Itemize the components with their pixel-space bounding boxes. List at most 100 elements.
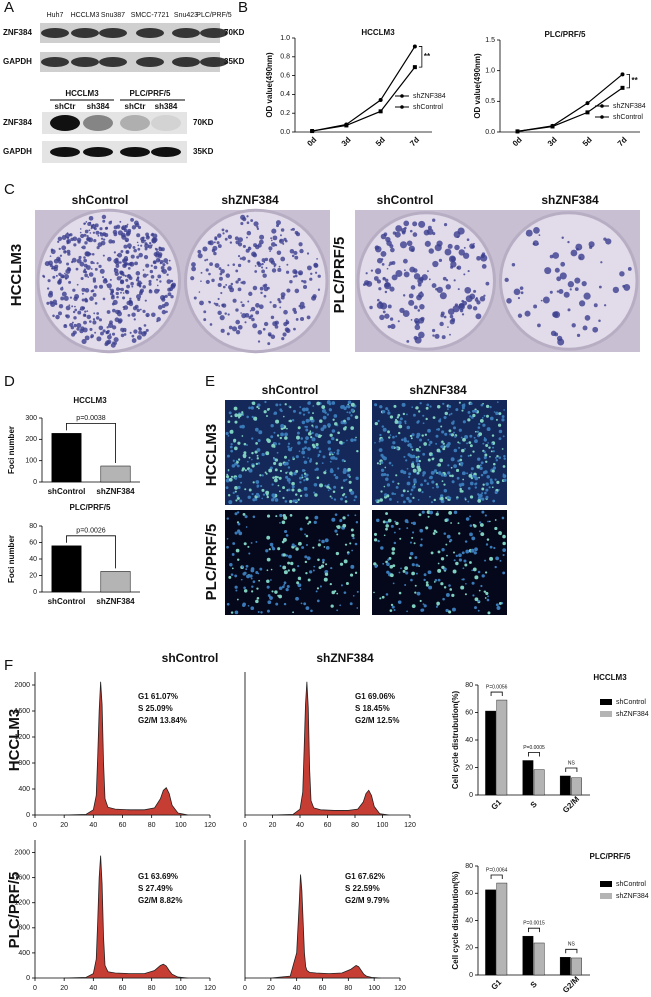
colony — [102, 297, 106, 301]
nucleus — [422, 414, 425, 417]
nucleus — [442, 447, 446, 451]
nucleus — [263, 410, 267, 414]
colony — [137, 247, 141, 251]
colony — [109, 292, 114, 296]
nucleus — [284, 455, 287, 459]
nucleus — [448, 413, 451, 416]
colony — [472, 306, 478, 311]
colony — [450, 261, 457, 268]
colony — [170, 295, 174, 299]
colony — [211, 278, 215, 283]
nucleus — [397, 482, 400, 485]
nucleus — [466, 472, 469, 475]
nucleus — [268, 548, 271, 551]
band — [151, 147, 181, 157]
y-tick-label: 40 — [465, 917, 473, 924]
colony — [408, 293, 414, 299]
row-label: PLC/PRF/5 — [331, 237, 348, 314]
nucleus — [411, 406, 414, 408]
y-tick-label: 0 — [33, 589, 37, 596]
nucleus — [234, 486, 238, 490]
nucleus — [492, 462, 496, 466]
nucleus — [279, 469, 283, 473]
colony — [603, 304, 607, 307]
colony — [127, 313, 131, 317]
nucleus — [297, 565, 300, 568]
colony — [116, 295, 119, 299]
x-tick-label: S — [529, 979, 540, 990]
nucleus — [433, 498, 436, 502]
colony — [205, 268, 209, 272]
nucleus — [489, 478, 493, 482]
nucleus — [421, 491, 424, 494]
colony — [415, 320, 420, 326]
colony — [399, 307, 405, 314]
colony — [102, 219, 106, 223]
colony — [83, 320, 87, 325]
colony — [217, 297, 220, 301]
nucleus — [331, 517, 336, 522]
nucleus — [413, 483, 416, 486]
nucleus — [479, 521, 482, 524]
nucleus — [435, 483, 438, 486]
colony — [218, 305, 221, 307]
nucleus — [489, 480, 494, 485]
nucleus — [321, 462, 324, 465]
colony — [277, 298, 281, 302]
nucleus — [251, 451, 254, 455]
nucleus — [458, 428, 462, 432]
colony — [65, 268, 71, 274]
colony — [250, 219, 254, 222]
nucleus — [342, 441, 345, 444]
colony — [399, 241, 408, 249]
colony — [292, 269, 298, 274]
x-tick-label: 0d — [305, 135, 318, 148]
nucleus — [266, 415, 268, 417]
nucleus — [495, 459, 499, 462]
histogram — [64, 681, 189, 816]
colony — [569, 288, 572, 291]
nucleus — [397, 600, 402, 604]
nucleus — [243, 589, 248, 593]
nucleus — [323, 471, 327, 475]
nucleus — [279, 436, 283, 440]
colony — [161, 309, 167, 315]
colony — [156, 278, 159, 281]
colony — [558, 289, 564, 295]
nucleus — [448, 584, 451, 587]
nucleus — [494, 456, 497, 459]
nucleus — [282, 486, 286, 490]
nucleus — [447, 464, 450, 467]
x-tick-label: 7d — [408, 135, 421, 148]
nucleus — [411, 563, 415, 567]
colony — [280, 234, 282, 237]
nucleus — [387, 411, 391, 415]
nucleus — [244, 488, 247, 491]
nucleus — [401, 402, 406, 407]
nucleus — [321, 408, 326, 413]
nucleus — [477, 493, 480, 496]
colony — [456, 266, 459, 270]
nucleus — [402, 412, 406, 416]
nucleus — [246, 444, 248, 446]
colony — [113, 251, 116, 254]
annotation: ** — [632, 76, 639, 85]
nucleus — [245, 526, 248, 528]
colony — [235, 280, 239, 284]
nucleus — [292, 456, 295, 459]
nucleus — [305, 516, 309, 520]
nucleus — [457, 459, 460, 463]
nucleus — [460, 436, 463, 439]
colony — [96, 246, 100, 250]
colony — [125, 239, 128, 242]
nucleus — [474, 409, 478, 413]
nucleus — [459, 458, 463, 462]
colony — [261, 269, 266, 274]
nucleus — [304, 475, 307, 478]
nucleus — [474, 547, 478, 552]
nucleus — [275, 419, 280, 424]
nucleus — [420, 538, 423, 541]
colony — [136, 308, 140, 313]
colony — [217, 233, 222, 238]
nucleus — [482, 483, 485, 486]
